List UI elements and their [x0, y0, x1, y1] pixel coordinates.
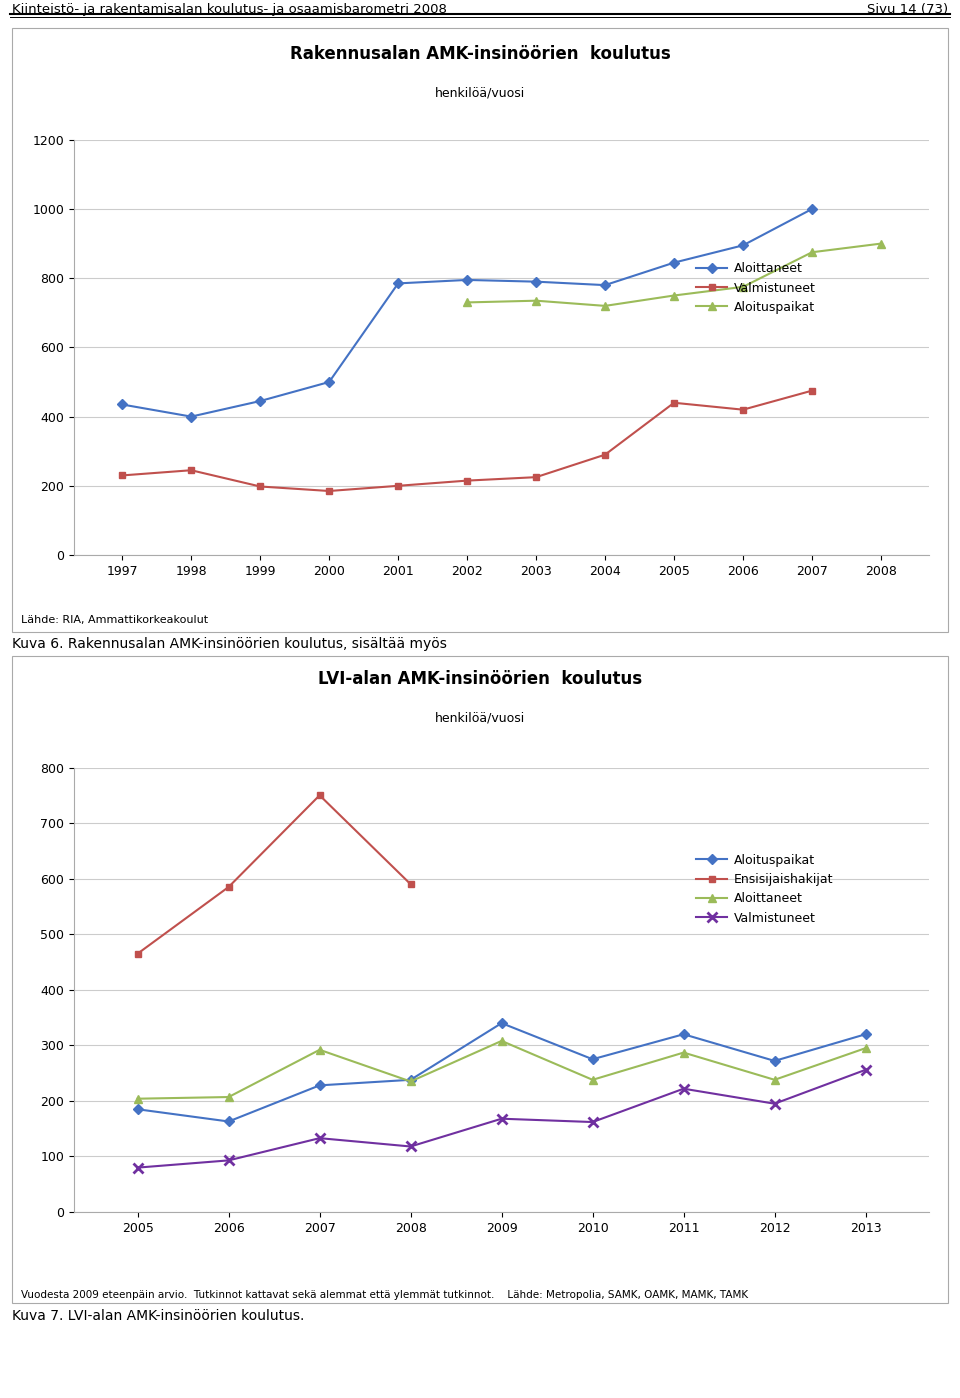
Aloittaneet: [254, 393, 266, 410]
Aloittaneet: [860, 1040, 872, 1057]
Line: Aloituspaikat: Aloituspaikat: [134, 1019, 869, 1125]
Ensisijaishakijat: [405, 875, 417, 892]
Aloittaneet: [185, 408, 197, 425]
Valmistuneet: [678, 1081, 689, 1097]
Aloittaneet: [496, 1033, 508, 1050]
Aloittaneet: [806, 200, 818, 217]
Text: Sivu 14 (73): Sivu 14 (73): [867, 3, 948, 17]
Aloittaneet: [587, 1071, 598, 1088]
Text: Rakennusalan AMK-insinöörien  koulutus: Rakennusalan AMK-insinöörien koulutus: [290, 45, 670, 63]
Aloittaneet: [116, 396, 128, 412]
Aloituspaikat: [806, 243, 818, 260]
Text: Vuodesta 2009 eteenpäin arvio.  Tutkinnot kattavat sekä alemmat että ylemmät tut: Vuodesta 2009 eteenpäin arvio. Tutkinnot…: [21, 1290, 748, 1300]
Valmistuneet: [254, 478, 266, 495]
Aloittaneet: [678, 1044, 689, 1061]
Valmistuneet: [668, 394, 680, 411]
Aloittaneet: [737, 236, 749, 253]
Valmistuneet: [324, 482, 335, 499]
Valmistuneet: [132, 1159, 143, 1176]
Text: Kuva 7. LVI-alan AMK-insinöörien koulutus.: Kuva 7. LVI-alan AMK-insinöörien koulutu…: [12, 1309, 304, 1323]
Line: Aloituspaikat: Aloituspaikat: [463, 239, 885, 310]
Aloituspaikat: [496, 1015, 508, 1032]
Line: Aloittaneet: Aloittaneet: [119, 206, 815, 419]
Aloituspaikat: [587, 1051, 598, 1068]
Text: Kiinteistö- ja rakentamisalan koulutus- ja osaamisbarometri 2008: Kiinteistö- ja rakentamisalan koulutus- …: [12, 3, 446, 17]
Aloittaneet: [599, 277, 611, 294]
Aloituspaikat: [223, 1113, 234, 1130]
Ensisijaishakijat: [314, 787, 325, 804]
Aloittaneet: [132, 1090, 143, 1107]
Aloittaneet: [393, 275, 404, 292]
Legend: Aloituspaikat, Ensisijaishakijat, Aloittaneet, Valmistuneet: Aloituspaikat, Ensisijaishakijat, Aloitt…: [696, 854, 833, 924]
Line: Aloittaneet: Aloittaneet: [133, 1037, 870, 1103]
Aloituspaikat: [314, 1076, 325, 1093]
Line: Valmistuneet: Valmistuneet: [119, 387, 815, 495]
Aloituspaikat: [599, 298, 611, 315]
Valmistuneet: [405, 1138, 417, 1155]
Aloittaneet: [462, 271, 473, 288]
Valmistuneet: [462, 473, 473, 489]
Aloituspaikat: [462, 294, 473, 310]
Text: Kuva 6. Rakennusalan AMK-insinöörien koulutus, sisältää myös: Kuva 6. Rakennusalan AMK-insinöörien kou…: [12, 637, 446, 651]
Valmistuneet: [185, 461, 197, 478]
Valmistuneet: [769, 1095, 780, 1111]
Valmistuneet: [223, 1152, 234, 1169]
Legend: Aloittaneet, Valmistuneet, Aloituspaikat: Aloittaneet, Valmistuneet, Aloituspaikat: [696, 263, 815, 313]
Aloittaneet: [405, 1074, 417, 1090]
Text: Lähde: RIA, Ammattikorkeakoulut: Lähde: RIA, Ammattikorkeakoulut: [21, 615, 208, 625]
Aloituspaikat: [769, 1053, 780, 1069]
Valmistuneet: [530, 468, 541, 485]
Valmistuneet: [806, 382, 818, 398]
Valmistuneet: [599, 446, 611, 463]
Aloituspaikat: [678, 1026, 689, 1043]
Valmistuneet: [587, 1114, 598, 1131]
Line: Valmistuneet: Valmistuneet: [132, 1065, 871, 1173]
Aloittaneet: [668, 254, 680, 271]
Valmistuneet: [737, 401, 749, 418]
Ensisijaishakijat: [223, 878, 234, 895]
Aloituspaikat: [530, 292, 541, 309]
Valmistuneet: [860, 1061, 872, 1078]
Aloituspaikat: [132, 1100, 143, 1117]
Aloittaneet: [324, 373, 335, 390]
Aloittaneet: [223, 1089, 234, 1106]
Valmistuneet: [314, 1130, 325, 1146]
Aloittaneet: [769, 1071, 780, 1088]
Aloittaneet: [314, 1042, 325, 1058]
Text: henkilöä/vuosi: henkilöä/vuosi: [435, 87, 525, 99]
Aloituspaikat: [668, 287, 680, 303]
Aloituspaikat: [876, 235, 887, 252]
Aloittaneet: [530, 273, 541, 289]
Aloituspaikat: [860, 1026, 872, 1043]
Ensisijaishakijat: [132, 945, 143, 962]
Text: henkilöä/vuosi: henkilöä/vuosi: [435, 712, 525, 724]
Text: LVI-alan AMK-insinöörien  koulutus: LVI-alan AMK-insinöörien koulutus: [318, 670, 642, 688]
Aloituspaikat: [405, 1071, 417, 1088]
Valmistuneet: [393, 477, 404, 493]
Aloituspaikat: [737, 278, 749, 295]
Valmistuneet: [496, 1110, 508, 1127]
Valmistuneet: [116, 467, 128, 484]
Line: Ensisijaishakijat: Ensisijaishakijat: [134, 791, 414, 958]
